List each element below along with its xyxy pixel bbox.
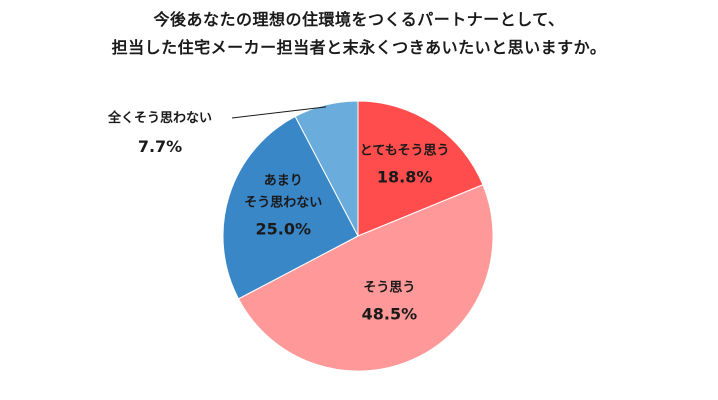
label-slice-3-name-line-1: あまり — [264, 174, 303, 189]
pie-slice-2 — [237, 184, 494, 372]
chart-title-line-2: 担当した住宅メーカー担当者と末永くつきあいたいと思いますか。 — [111, 38, 607, 57]
pie-slice-3 — [222, 115, 359, 300]
label-slice-3-name-line-2: そう思わない — [244, 196, 322, 211]
chart-title: 今後あなたの理想の住環境をつくるパートナーとして、 担当した住宅メーカー担当者と… — [0, 6, 718, 62]
label-slice-4-name: 全くそう思わない — [107, 110, 212, 126]
chart-title-line-1: 今後あなたの理想の住環境をつくるパートナーとして、 — [153, 10, 565, 29]
pie-slice-1 — [357, 100, 484, 237]
label-slice-2-name: そう思う — [363, 280, 415, 295]
label-slice-3-value: 25.0% — [255, 220, 311, 239]
label-slice-2-value: 48.5% — [362, 304, 418, 323]
pie-slice-4 — [294, 100, 359, 237]
label-slice-4-value: 7.7% — [138, 137, 182, 156]
label-slice-1-value: 18.8% — [377, 167, 433, 186]
pie-slices — [222, 100, 494, 372]
label-slice-1-name: とてもそう思う — [360, 143, 450, 158]
leader-line-slice-4 — [231, 106, 327, 119]
